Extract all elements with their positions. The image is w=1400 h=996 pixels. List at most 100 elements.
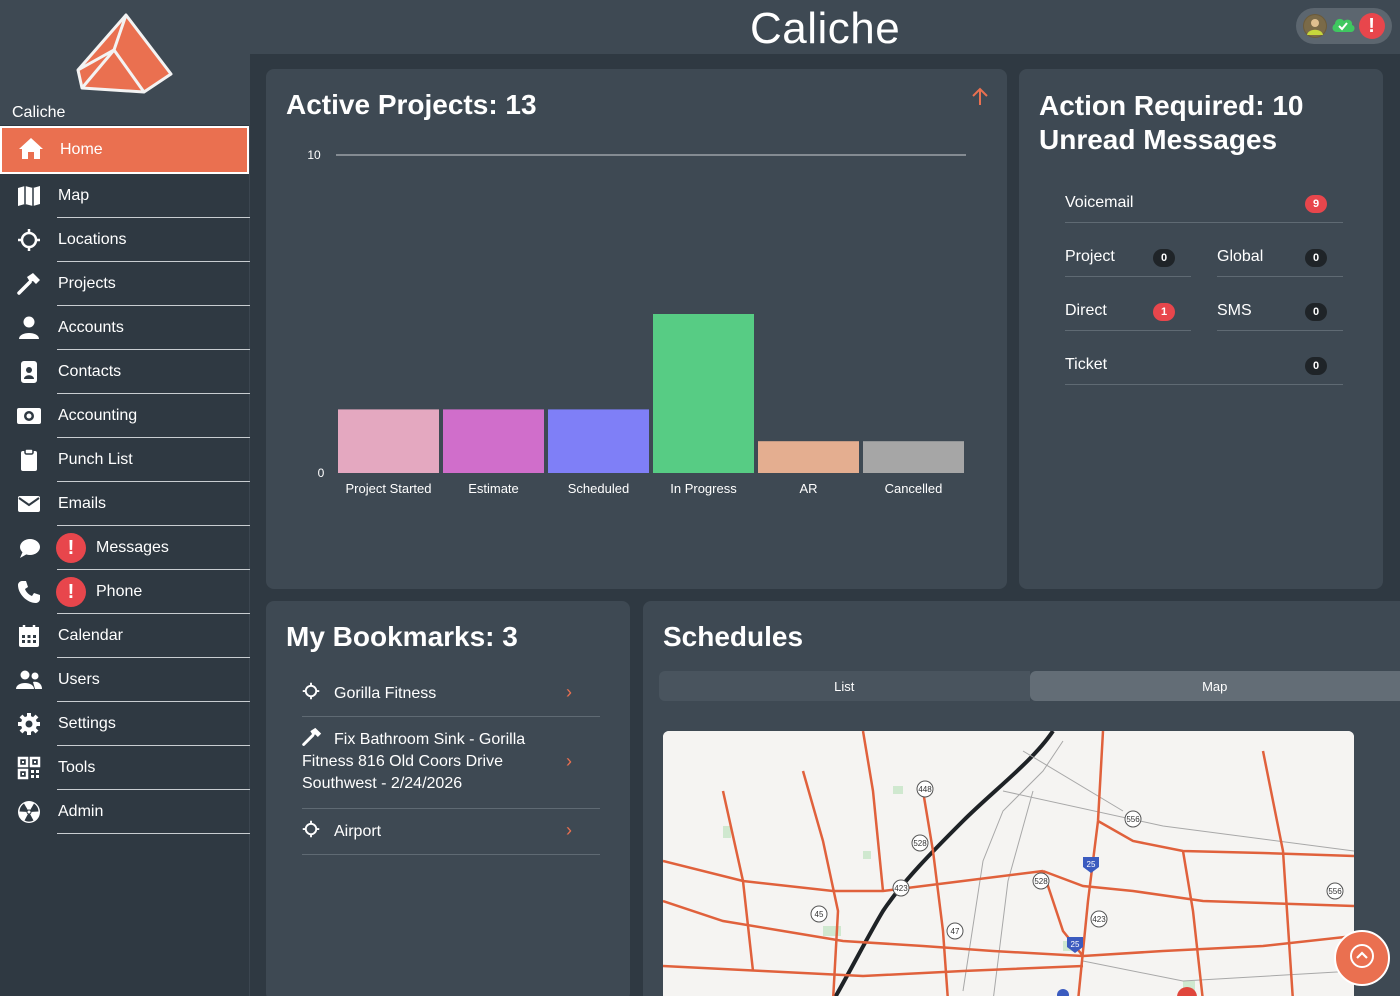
sidebar-item-admin[interactable]: Admin [0,790,250,834]
envelope-icon [16,492,42,516]
sidebar-item-label: Users [58,671,100,688]
bookmark-text: Fix Bathroom Sink - Gorilla Fitness 816 … [302,731,526,792]
message-row-direct[interactable]: Direct 1 [1065,291,1191,331]
message-row-label: SMS [1217,301,1252,319]
map-label: 25 [1087,860,1096,869]
map-label: 423 [1092,915,1106,924]
sidebar-item-home[interactable]: Home [0,126,249,174]
bookmark-text: Gorilla Fitness [334,685,437,702]
chart-bar [758,441,859,473]
sidebar-item-label: Projects [58,275,116,292]
count-badge: 0 [1305,249,1327,267]
bookmarks-card: My Bookmarks: 3 Gorilla Fitness › Fix Ba… [266,601,630,996]
arrow-up-icon[interactable] [971,87,989,112]
chat-icon [16,536,42,560]
sidebar-item-settings[interactable]: Settings [0,702,250,746]
sidebar-item-label: Accounting [58,407,138,424]
schedules-card: Schedules List Map [643,601,1400,996]
map-pin-icon [1057,989,1069,996]
sidebar-item-accounting[interactable]: Accounting [0,394,250,438]
x-tick-label: Project Started [346,481,432,496]
alert-icon[interactable]: ! [1358,13,1385,39]
sidebar-item-label: Locations [58,231,127,248]
schedule-map[interactable]: 448 556 528 25 423 45 47 556 528 25 423 [663,731,1354,996]
calendar-icon [16,624,42,648]
chevron-right-icon: › [566,820,572,840]
message-row-label: Direct [1065,301,1107,319]
sidebar-item-phone[interactable]: ! Phone [0,570,250,614]
x-tick-label: Scheduled [568,481,629,496]
sidebar-item-label: Home [60,141,103,158]
map-icon [16,184,42,208]
bookmark-item[interactable]: Gorilla Fitness › [302,679,600,717]
message-row-label: Voicemail [1065,193,1134,211]
y-tick-label: 10 [307,148,321,162]
radiation-icon [16,800,42,824]
count-badge: 9 [1305,195,1327,213]
action-required-title: Action Required: 10 Unread Messages [1039,90,1304,155]
qr-icon [16,756,42,780]
count-badge: 0 [1305,303,1327,321]
message-row-project[interactable]: Project 0 [1065,237,1191,277]
scroll-top-button[interactable] [1334,930,1390,986]
x-tick-label: Cancelled [885,481,943,496]
cloud-sync-icon[interactable] [1330,14,1356,39]
clipboard-icon [16,448,42,472]
avatar[interactable] [1303,14,1328,38]
bookmark-item[interactable]: Fix Bathroom Sink - Gorilla Fitness 816 … [302,727,600,809]
map-canvas[interactable]: 448 556 528 25 423 45 47 556 528 25 423 [663,731,1354,996]
top-status-group: ! [1296,8,1392,44]
logo-area: Caliche [0,0,250,125]
map-pin-icon [1177,987,1197,996]
active-projects-card: Active Projects: 13 0 10 Project Started Es… [266,69,1007,589]
hammer-icon [302,727,322,752]
chart-bar [653,314,754,473]
x-tick-label: In Progress [670,481,737,496]
sidebar-item-users[interactable]: Users [0,658,250,702]
bookmark-item[interactable]: Airport › [302,817,600,855]
phone-icon [16,580,42,604]
sidebar-item-punch-list[interactable]: Punch List [0,438,250,482]
sidebar-item-label: Tools [58,759,96,776]
sidebar-item-label: Contacts [58,363,122,380]
sidebar-item-messages[interactable]: ! Messages [0,526,250,570]
active-projects-title: Active Projects: 13 [286,89,537,120]
tab-list[interactable]: List [659,671,1030,701]
message-row-global[interactable]: Global 0 [1217,237,1343,277]
sidebar-item-projects[interactable]: Projects [0,262,250,306]
project-status-bar-chart: 0 10 Project Started Estimate Scheduled In Pr… [307,148,966,496]
sidebar-item-label: Calendar [58,627,123,644]
sidebar-item-label: Punch List [58,451,133,468]
chart-bar [338,409,439,473]
sidebar-item-locations[interactable]: Locations [0,218,250,262]
message-row-sms[interactable]: SMS 0 [1217,291,1343,331]
chart-bar [863,441,964,473]
count-badge: 0 [1153,249,1175,267]
map-label: 25 [1071,940,1080,949]
sidebar-item-label: Emails [58,495,107,512]
crosshair-icon [16,228,42,252]
sidebar-item-label: Messages [96,539,169,556]
sidebar-item-label: Accounts [58,319,124,336]
tab-map[interactable]: Map [1029,671,1400,701]
crosshair-icon [302,682,320,705]
chart-bar [548,409,649,473]
contact-card-icon [16,360,42,384]
sidebar-item-accounts[interactable]: Accounts [0,306,250,350]
map-label: 47 [951,927,960,936]
sidebar-item-map[interactable]: Map [0,174,250,218]
message-row-ticket[interactable]: Ticket 0 [1065,345,1343,385]
chevron-right-icon: › [566,682,572,702]
map-label: 556 [1328,887,1342,896]
sidebar-item-label: Admin [58,803,104,820]
count-badge: 1 [1153,303,1175,321]
caliche-logo-icon [76,13,173,94]
map-label: 45 [815,910,824,919]
sidebar-item-calendar[interactable]: Calendar [0,614,250,658]
sidebar-item-tools[interactable]: Tools [0,746,250,790]
message-row-voicemail[interactable]: Voicemail 9 [1065,183,1343,223]
top-bar: Caliche ! [250,0,1400,54]
schedules-title: Schedules [663,621,804,652]
sidebar-item-contacts[interactable]: Contacts [0,350,250,394]
sidebar-item-emails[interactable]: Emails [0,482,250,526]
